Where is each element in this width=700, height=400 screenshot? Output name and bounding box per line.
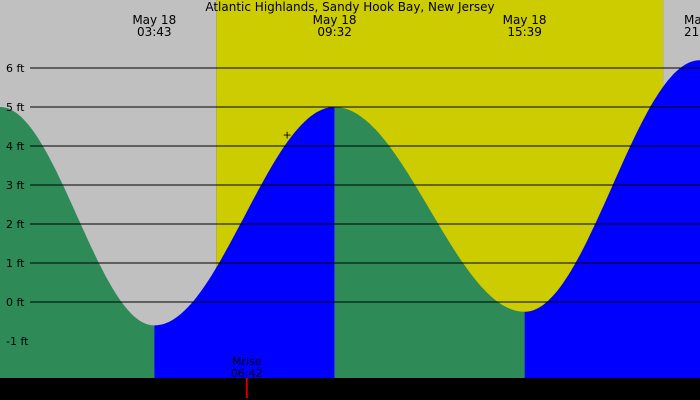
falling-tide-segment (0, 107, 155, 378)
x-tick-label: 05 (560, 380, 574, 393)
x-tick-label: 04 (156, 380, 170, 393)
tide-area (0, 60, 700, 378)
x-tick-label: 05 (187, 380, 201, 393)
x-tick-label: 01 (435, 380, 449, 393)
extreme-date-label: May 18 (503, 13, 547, 27)
x-tick-label: 11 (0, 380, 11, 393)
x-tick-label: 09 (311, 380, 325, 393)
y-tick-label: 3 ft (6, 179, 25, 192)
x-tick-label: 08 (653, 380, 667, 393)
extreme-time-label: 21 (684, 25, 699, 39)
y-tick-label: 0 ft (6, 296, 25, 309)
x-tick-label: 12 (32, 380, 46, 393)
y-tick-label: 6 ft (6, 62, 25, 75)
y-tick-label: -1 ft (6, 335, 29, 348)
moonrise-time: 06:42 (231, 367, 263, 380)
x-tick-label: 11 (373, 380, 387, 393)
extreme-time-label: 15:39 (507, 25, 542, 39)
y-tick-label: 1 ft (6, 257, 25, 270)
extreme-time-label: 09:32 (317, 25, 352, 39)
x-tick-label: 03 (125, 380, 139, 393)
x-tick-label: 02 (94, 380, 108, 393)
chart-title: Atlantic Highlands, Sandy Hook Bay, New … (205, 0, 494, 14)
x-tick-label: 03 (497, 380, 511, 393)
x-tick-label: 07 (622, 380, 636, 393)
rising-tide-segment (154, 107, 335, 378)
extreme-date-label: May 18 (132, 13, 176, 27)
x-tick-label: 06 (218, 380, 232, 393)
rising-tide-segment (524, 60, 700, 378)
x-tick-label: 04 (528, 380, 542, 393)
x-tick-label: 01 (63, 380, 77, 393)
y-tick-label: 2 ft (6, 218, 25, 231)
extreme-date-label: May 18 (313, 13, 357, 27)
moonrise-label: Mrise (232, 355, 262, 368)
x-tick-label: 02 (466, 380, 480, 393)
extreme-date-label: May 18 (684, 13, 700, 27)
y-tick-label: 5 ft (6, 101, 25, 114)
x-tick-label: 07 (249, 380, 263, 393)
x-tick-label: 12 (404, 380, 418, 393)
x-tick-label: 10 (342, 380, 356, 393)
x-tick-label: 06 (591, 380, 605, 393)
x-axis-band (0, 378, 700, 400)
extreme-time-label: 03:43 (137, 25, 172, 39)
x-tick-label: 08 (280, 380, 294, 393)
y-tick-label: 4 ft (6, 140, 25, 153)
moonrise-marker: + (283, 128, 292, 141)
height-gridlines (0, 67, 700, 400)
falling-tide-segment (334, 107, 525, 378)
x-tick-label: 09 (684, 380, 698, 393)
